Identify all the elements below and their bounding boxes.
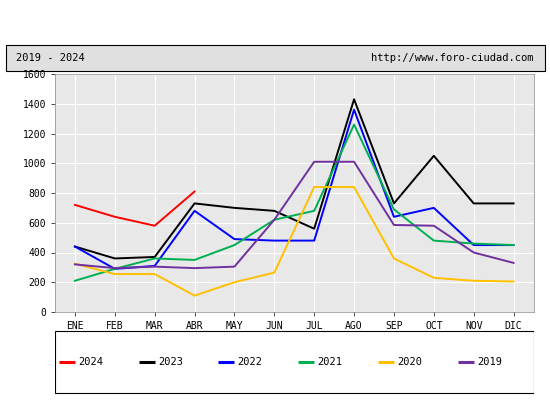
Text: 2019: 2019: [477, 357, 502, 367]
Text: http://www.foro-ciudad.com: http://www.foro-ciudad.com: [371, 53, 534, 63]
Text: 2019 - 2024: 2019 - 2024: [16, 53, 85, 63]
Text: 2021: 2021: [317, 357, 343, 367]
Text: 2022: 2022: [238, 357, 263, 367]
Text: 2023: 2023: [158, 357, 183, 367]
Bar: [6, 44, 544, 72]
Text: 2024: 2024: [78, 357, 103, 367]
Text: Evolucion Nº Turistas Nacionales en el municipio de Sotresgudo: Evolucion Nº Turistas Nacionales en el m…: [63, 14, 487, 28]
Text: 2020: 2020: [397, 357, 422, 367]
